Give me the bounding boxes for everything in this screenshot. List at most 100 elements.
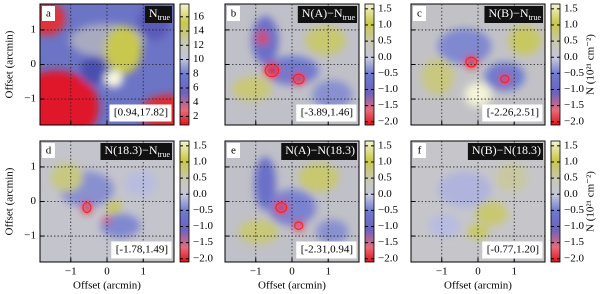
range-label: [-3.89,1.46] (301, 107, 353, 119)
title-main: N(18.3)−N (104, 143, 157, 157)
panel: −1 0 1 Offset (arcmin) a Ntrue [0.94,17.82] 2 4 6… (4, 3, 205, 126)
map-feature (298, 162, 339, 192)
title-box (144, 6, 172, 23)
range-box (482, 241, 543, 259)
contour (82, 202, 92, 213)
range-box (111, 241, 172, 259)
map-feature (81, 201, 93, 214)
x-tick-label: 1 (140, 266, 146, 278)
title-main: N (149, 6, 158, 20)
panel-title: N(A)−Ntrue (302, 6, 356, 23)
colorbar (364, 140, 375, 263)
map-feature (428, 213, 461, 238)
panel-title: Ntrue (149, 6, 171, 23)
colorbar (550, 3, 561, 126)
title-box (467, 143, 543, 160)
x-tick-label: −1 (436, 266, 448, 278)
panel: −1 0 1 Offset (arcmin) f N(B)−N(18.3) [-0.77,1… (410, 139, 597, 292)
panel-title: N(B)−N(18.3) (472, 143, 541, 157)
colorbar-tick-label: 1.0 (564, 19, 578, 31)
panel-label: c (417, 8, 422, 20)
colorbar-tick-label: −1.5 (564, 99, 584, 111)
range-label: [0.94,17.82] (114, 107, 168, 119)
x-tick-label: 1 (325, 266, 331, 278)
colorbar-tick-label: 0.5 (378, 35, 392, 47)
colorbar-tick-label: −1.0 (193, 220, 213, 232)
panel-label: d (46, 145, 52, 157)
colorbar-tick-label: −0.5 (193, 204, 213, 216)
panel: b N(A)−Ntrue [-3.89,1.46] −2.0 −1.5 −1.0 −0.5 0… (224, 2, 398, 127)
x-axis-label: Offset (arcmin) (73, 280, 141, 292)
range-box (296, 104, 357, 122)
range-label: [-0.77,1.20] (487, 244, 539, 256)
range-box (296, 241, 357, 259)
colorbar-tick-label: 14 (193, 25, 205, 37)
map-feature (124, 171, 157, 196)
panel-title: N(B)−Ntrue (488, 6, 541, 23)
colorbar-tick-label: 2 (193, 110, 199, 122)
map-feature (305, 25, 346, 55)
title-box (281, 143, 357, 160)
map-feature (292, 72, 306, 86)
panel-label-box (413, 6, 426, 21)
colorbar-tick-label: −2.0 (378, 252, 398, 264)
panel-title: N(18.3)−Ntrue (104, 143, 170, 160)
colorbar-tick-label: 0.5 (564, 35, 578, 47)
map-feature (50, 162, 83, 192)
colorbar-tick-label: −1.0 (564, 220, 584, 232)
colorbar-tick-label: 1.5 (378, 139, 392, 151)
y-axis-label: Offset (arcmin) (4, 30, 16, 98)
colorbar (179, 140, 190, 263)
panel-label-box (413, 143, 426, 158)
colorbar-tick-label: 1.5 (378, 2, 392, 14)
plot-frame (39, 3, 175, 126)
colorbar-tick-label: 8 (193, 67, 199, 79)
panel-label-box (227, 143, 240, 158)
panel: −1 0 1 Offset (arcmin) e N(A)−N(18.3) [-2.31,0… (224, 139, 398, 292)
colorbar-tick-label: 1.5 (564, 139, 578, 151)
map-feature (495, 162, 528, 192)
map-feature (464, 82, 492, 107)
colorbar-tick-label: 0.0 (564, 51, 578, 63)
plot-frame (224, 140, 360, 263)
map-feature (464, 56, 478, 69)
map-feature (105, 201, 122, 214)
map-features (50, 162, 157, 238)
colorbar-tick-label: 0.0 (193, 188, 207, 200)
colorbar-tick-label: 16 (193, 10, 205, 22)
x-tick-label: 1 (511, 266, 517, 278)
plot-frame (410, 140, 546, 263)
panel-label: a (46, 8, 51, 20)
colorbar-tick-label: 0.0 (564, 188, 578, 200)
colorbar-tick-label: 0.5 (564, 172, 578, 184)
colorbar-tick-label: −1.0 (378, 83, 398, 95)
map-feature (421, 58, 454, 95)
panel: −1 0 1 −1 0 1 Offset (arcmin) Offset (arcmin) d N… (4, 139, 214, 291)
colorbar-tick-label: 1.0 (378, 19, 392, 31)
panel-label-box (227, 6, 240, 21)
map-feature (102, 216, 112, 224)
colorbar-tick-label: −2.0 (564, 252, 584, 264)
y-tick-label: −1 (24, 93, 36, 105)
colorbar (179, 3, 190, 126)
panel-label: f (418, 145, 422, 157)
colorbar-tick-label: −0.5 (564, 204, 584, 216)
panel-label-box (42, 143, 55, 158)
colorbar-tick-label: 6 (193, 82, 199, 94)
plot-frame (224, 3, 360, 126)
map-feature (238, 219, 279, 244)
colorbar-label: N (10²¹ cm⁻²) (585, 171, 597, 232)
colorbar-tick-label: 1.0 (193, 156, 207, 168)
panel-label-box (42, 6, 55, 21)
panel: c N(B)−Ntrue [-2.26,2.51] −2.0 −1.5 −1.0 −0.5 0… (410, 2, 597, 127)
contour (275, 202, 288, 213)
contour (465, 56, 478, 68)
y-tick-label: −1 (24, 230, 36, 242)
map-feature (274, 201, 288, 214)
title-main: N(A)−N(18.3) (285, 143, 355, 157)
colorbar-tick-label: 0.5 (378, 172, 392, 184)
x-tick-label: 0 (289, 266, 295, 278)
colorbar-tick-label: 0.5 (193, 172, 207, 184)
x-axis-label: Offset (arcmin) (444, 280, 512, 292)
